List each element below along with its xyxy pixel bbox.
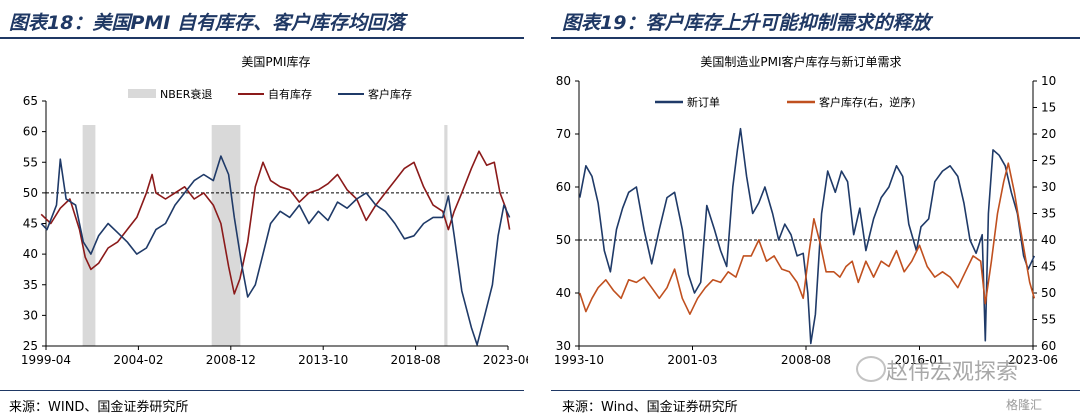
y-tick-label: 55 [1041, 313, 1056, 327]
y-tick-label: 40 [23, 247, 38, 261]
right-title-rule [551, 37, 1080, 39]
left-source-rule [0, 390, 524, 391]
chart-left-x-axis: 1999-04 2004-02 2008-12 2013-10 2018-08 2023-… [21, 345, 528, 367]
chart-right-y-axis-left: 30 40 50 60 70 80 [556, 74, 1033, 353]
y-tick-label: 15 [1041, 101, 1056, 115]
y-tick-label: 60 [1041, 339, 1056, 353]
y-tick-label: 20 [1041, 127, 1056, 141]
chart-left-recessions [82, 125, 448, 346]
y-tick-label: 40 [1041, 233, 1056, 247]
x-tick-label: 2008-08 [781, 353, 831, 367]
y-tick-label: 35 [1041, 207, 1056, 221]
x-tick-label: 2004-02 [113, 353, 163, 367]
y-tick-label: 50 [23, 186, 38, 200]
watermark-logo: 格隆汇 [1006, 398, 1043, 412]
watermark-text: 赵伟宏观探索 [886, 360, 1019, 385]
chart-left-title: 美国PMI库存 [241, 54, 310, 69]
y-tick-label: 45 [1041, 260, 1056, 274]
wechat-icon [856, 356, 886, 382]
y-tick-label: 80 [556, 74, 571, 88]
y-tick-label: 65 [23, 94, 38, 108]
y-tick-label: 30 [556, 339, 571, 353]
y-tick-label: 50 [1041, 286, 1056, 300]
legend-label: 自有库存 [268, 87, 312, 101]
chart-right-x-axis: 1993-10 2001-03 2008-08 2016-01 2023-06 [554, 345, 1058, 367]
y-tick-label: 55 [23, 155, 38, 169]
y-tick-label: 60 [23, 125, 38, 139]
right-source: 来源：Wind、国金证券研究所 [562, 400, 738, 415]
y-tick-label: 60 [556, 180, 571, 194]
series-line-1 [40, 155, 511, 346]
legend-swatch-recession [128, 89, 156, 98]
chart-right-title: 美国制造业PMI客户库存与新订单需求 [700, 54, 901, 69]
chart-right-legend: 新订单 客户库存(右，逆序) [655, 95, 916, 109]
y-tick-label: 25 [1041, 154, 1056, 168]
legend-label: 新订单 [687, 95, 720, 109]
y-tick-label: 40 [556, 286, 571, 300]
chart-right-y-axis-right: 10 15 20 25 30 35 40 45 50 55 60 [1032, 74, 1056, 353]
legend-label: 客户库存(右，逆序) [819, 95, 916, 109]
x-tick-label: 2008-12 [206, 353, 256, 367]
x-tick-label: 1999-04 [21, 353, 71, 367]
x-tick-label: 2001-03 [667, 353, 717, 367]
x-tick-label: 2023-06 [483, 353, 528, 367]
y-tick-label: 10 [1041, 74, 1056, 88]
x-tick-label: 2018-08 [391, 353, 441, 367]
y-tick-label: 70 [556, 127, 571, 141]
y-tick-label: 35 [23, 278, 38, 292]
chart-left: 美国PMI库存 NBER衰退 自有库存 客户库存 25 30 35 40 45 50 55 60 6… [21, 54, 528, 367]
right-source-rule [551, 390, 1080, 391]
series-line-0 [579, 127, 1036, 345]
series-line-0 [40, 150, 511, 295]
x-tick-label: 2013-10 [298, 353, 348, 367]
right-panel-title: 图表19：客户库存上升可能抑制需求的释放 [562, 12, 931, 34]
chart-left-series [40, 150, 511, 346]
y-tick-label: 50 [556, 233, 571, 247]
series-line-1 [579, 162, 1036, 315]
recession-band-1 [211, 125, 241, 346]
chart-right-series [579, 127, 1036, 345]
x-tick-label: 2016-01 [894, 353, 944, 367]
legend-label: NBER衰退 [160, 87, 212, 101]
chart-left-y-axis: 25 30 35 40 45 50 55 60 65 [23, 94, 508, 353]
recession-band-2 [444, 125, 448, 346]
chart-right: 美国制造业PMI客户库存与新订单需求 新订单 客户库存(右，逆序) 30 40 50 6… [554, 54, 1058, 367]
y-tick-label: 30 [1041, 180, 1056, 194]
legend-label: 客户库存 [368, 87, 412, 101]
x-tick-label: 2023-06 [1008, 353, 1058, 367]
chart-left-legend: NBER衰退 自有库存 客户库存 [128, 87, 412, 101]
left-source: 来源：WIND、国金证券研究所 [9, 400, 189, 415]
y-tick-label: 45 [23, 217, 38, 231]
left-title-rule [0, 37, 524, 39]
y-tick-label: 25 [23, 339, 38, 353]
y-tick-label: 30 [23, 308, 38, 322]
recession-band-0 [82, 125, 96, 346]
left-panel-title: 图表18：美国PMI 自有库存、客户库存均回落 [9, 12, 405, 34]
x-tick-label: 1993-10 [554, 353, 604, 367]
